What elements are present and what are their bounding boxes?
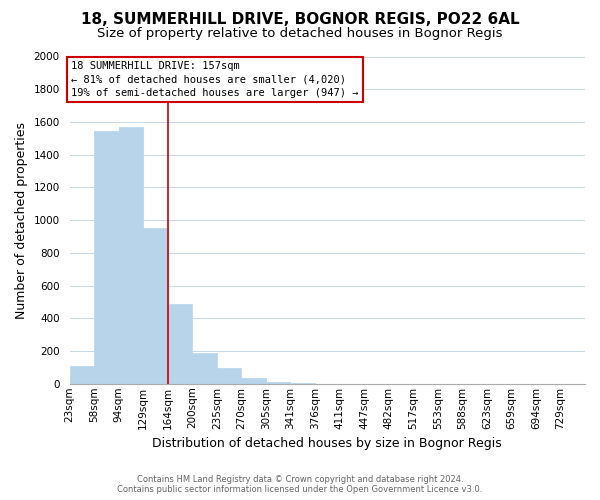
Bar (94, 131, 119, 384)
Text: Contains HM Land Registry data © Crown copyright and database right 2024.: Contains HM Land Registry data © Crown c… (137, 475, 463, 484)
Bar (266, 382, 290, 384)
Bar (119, 127, 143, 384)
Text: 18, SUMMERHILL DRIVE, BOGNOR REGIS, PO22 6AL: 18, SUMMERHILL DRIVE, BOGNOR REGIS, PO22… (80, 12, 520, 28)
Text: Size of property relative to detached houses in Bognor Regis: Size of property relative to detached ho… (97, 28, 503, 40)
Bar (192, 352, 217, 384)
Bar (290, 383, 315, 384)
X-axis label: Distribution of detached houses by size in Bognor Regis: Distribution of detached houses by size … (152, 437, 502, 450)
Bar (168, 304, 192, 384)
Bar (70, 366, 94, 384)
Text: Contains public sector information licensed under the Open Government Licence v3: Contains public sector information licen… (118, 485, 482, 494)
Y-axis label: Number of detached properties: Number of detached properties (15, 122, 28, 318)
Bar (143, 228, 168, 384)
Bar (217, 368, 241, 384)
Text: 18 SUMMERHILL DRIVE: 157sqm
← 81% of detached houses are smaller (4,020)
19% of : 18 SUMMERHILL DRIVE: 157sqm ← 81% of det… (71, 62, 359, 98)
Bar (241, 378, 266, 384)
